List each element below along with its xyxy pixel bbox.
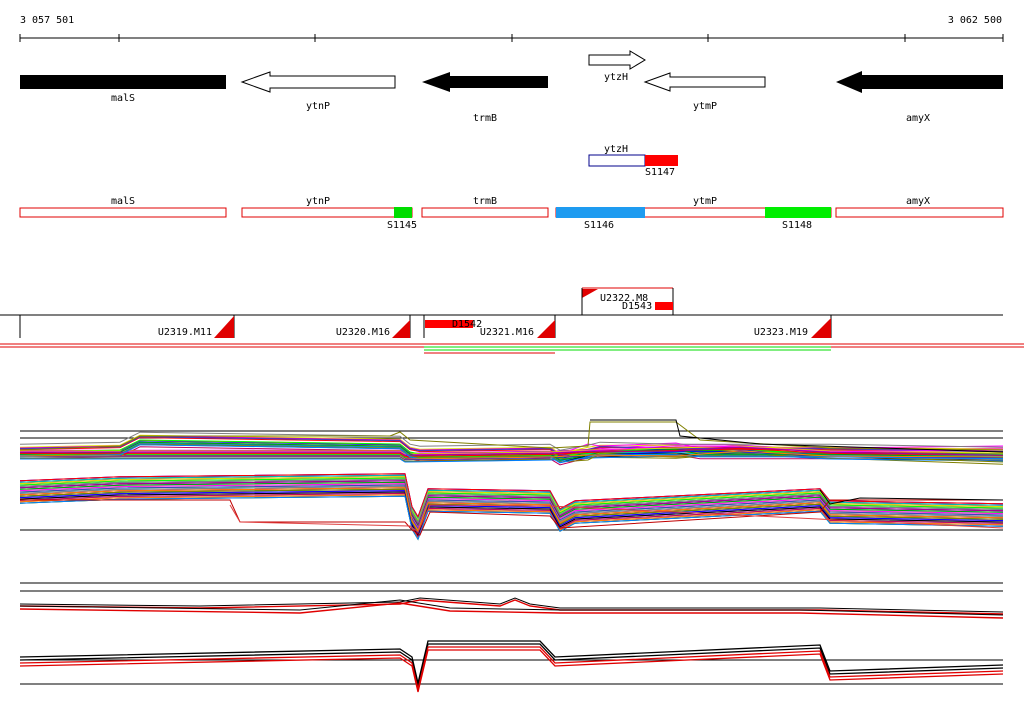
gene-label: ytzH [604, 72, 628, 83]
feature-box [765, 207, 831, 218]
gene-label: ytnP [306, 196, 330, 207]
segment-label: D1542 [452, 319, 482, 330]
gene-arrow [836, 71, 1003, 93]
expression-line [19, 640, 1004, 684]
gene-arrow [422, 72, 548, 92]
feature-box [645, 155, 678, 166]
expression-line [19, 480, 1004, 525]
segment-label: U2323.M19 [754, 327, 808, 338]
expression-line [19, 444, 1004, 464]
expression-line [590, 419, 1004, 453]
segment-marker [392, 320, 410, 338]
gene-arrow [240, 71, 396, 93]
expression-line [19, 643, 1004, 687]
feature-box [556, 207, 645, 218]
expression-line [20, 445, 1004, 455]
feature-box [425, 320, 473, 328]
segment-label: U2322.M8 [600, 293, 648, 304]
segment-marker [537, 320, 555, 338]
gene-label: ytmP [693, 101, 717, 112]
gene-box [588, 154, 646, 167]
expression-line [229, 504, 1004, 533]
expression-line [19, 491, 1004, 537]
expression-line [20, 453, 1004, 463]
gene-label: malS [111, 93, 135, 104]
expression-line [19, 446, 1004, 466]
gene-arrow [643, 72, 766, 92]
expression-line [20, 446, 1004, 456]
ruler [19, 34, 1004, 42]
gene-arrow [20, 75, 226, 89]
expression-line [819, 489, 1004, 505]
expression-line [19, 478, 1004, 524]
expression-line [20, 447, 1004, 457]
expression-line [19, 602, 1004, 619]
feature-label: S1147 [645, 167, 675, 178]
ruler-end: 3 062 500 [948, 15, 1002, 26]
segment-label: U2319.M11 [158, 327, 212, 338]
expression-line [19, 649, 1004, 693]
gene-label: ytmP [693, 196, 717, 207]
expression-line [19, 490, 1004, 535]
gene-box [241, 207, 413, 218]
expression-line [19, 485, 1004, 531]
gene-box [421, 207, 549, 218]
segment-marker [214, 316, 234, 338]
expression-line [19, 477, 1004, 523]
expression-line [19, 487, 1004, 532]
feature-label: S1146 [584, 220, 614, 231]
feature-box [394, 207, 412, 218]
expression-line [19, 494, 1004, 539]
expression-line [20, 450, 1004, 460]
expression-line [20, 451, 1004, 461]
gene-label: malS [111, 196, 135, 207]
segment-label: U2320.M16 [336, 327, 390, 338]
feature-box [655, 302, 673, 310]
expression-line [19, 473, 1004, 518]
expression-line [19, 476, 1004, 521]
expression-line [19, 484, 1004, 530]
gene-arrow [588, 50, 646, 70]
ruler-start: 3 057 501 [20, 15, 74, 26]
expression-line [19, 481, 1004, 527]
expression-line [19, 483, 1004, 528]
gene-label: ytnP [306, 101, 330, 112]
segment-label: D1543 [622, 301, 652, 312]
segment-marker [811, 318, 831, 338]
expression-line [19, 421, 1004, 451]
expression-profiles [19, 419, 1004, 693]
expression-line [19, 597, 1004, 613]
track-label: ytzH [604, 144, 628, 155]
feature-label: S1145 [387, 220, 417, 231]
gene-label: amyX [906, 196, 930, 207]
gene-label: amyX [906, 113, 930, 124]
feature-label: S1148 [782, 220, 812, 231]
expression-line [19, 646, 1004, 690]
expression-line [19, 431, 1004, 451]
expression-line [19, 495, 1004, 541]
gene-box [835, 207, 1004, 218]
expression-line [19, 599, 1004, 616]
gene-label: trmB [473, 113, 497, 124]
segment-label: U2321.M16 [480, 327, 534, 338]
gene-label: trmB [473, 196, 497, 207]
gene-box [19, 207, 227, 218]
segment-marker [582, 289, 598, 298]
